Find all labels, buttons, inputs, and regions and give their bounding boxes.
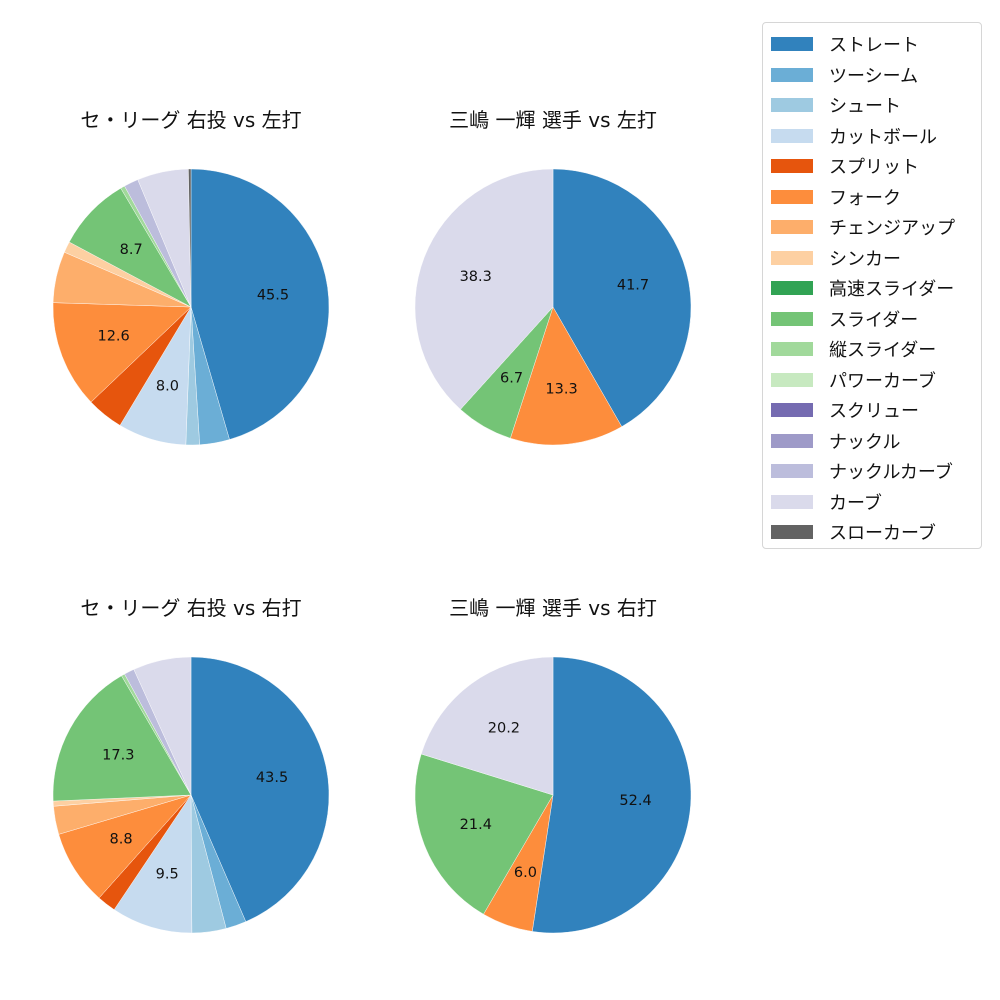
pie-slice-label: 8.0 xyxy=(156,378,179,394)
legend-label: スプリット xyxy=(829,157,919,178)
pie-slice xyxy=(414,168,554,410)
legend-item: スプリット xyxy=(771,155,919,178)
pie-slice xyxy=(420,656,554,796)
pie-slice-label: 21.4 xyxy=(460,817,492,833)
legend-label: シンカー xyxy=(829,248,901,270)
legend: ストレートツーシームシュートカットボール スプリットフォークチェンジアップ シンカー… xyxy=(762,22,982,549)
legend-label: パワーカーブ xyxy=(829,370,936,392)
pie-slice-label: 45.5 xyxy=(257,287,289,303)
pie-slice-label: 41.7 xyxy=(617,278,649,294)
pie-slice xyxy=(532,656,692,934)
pie-slice xyxy=(133,656,192,796)
legend-label: チェンジアップ xyxy=(829,218,955,239)
legend-swatch xyxy=(771,494,813,509)
legend-swatch xyxy=(771,159,813,173)
legend-label: ナックル xyxy=(829,431,901,453)
legend-swatch xyxy=(771,433,813,448)
legend-item: 縦スライダー xyxy=(771,338,937,361)
legend-label: シュート xyxy=(829,96,901,117)
pie-slice xyxy=(113,794,193,934)
pie-slice-label: 52.4 xyxy=(619,793,651,809)
legend-swatch xyxy=(771,342,813,356)
legend-item: ナックルカーブ xyxy=(771,460,953,483)
legend-label: 高速スライダー xyxy=(829,279,955,300)
pie-slice xyxy=(510,306,623,446)
legend-swatch xyxy=(771,189,813,204)
pie-slice-label: 9.5 xyxy=(156,866,179,882)
chart-title-player-vs-left: 三嶋 一輝 選手 vs 左打 xyxy=(449,108,657,132)
pie-slice-label: 6.0 xyxy=(514,865,537,881)
pie-player-vs-left: 41.7 13.3 6.7 38.3 xyxy=(414,168,692,446)
legend-swatch xyxy=(771,464,813,478)
pie-slice xyxy=(190,656,330,922)
legend-item: 高速スライダー xyxy=(771,277,955,300)
legend-label: ツーシーム xyxy=(829,65,919,87)
legend-item: フォーク xyxy=(771,186,901,209)
legend-label: フォーク xyxy=(829,187,901,209)
legend-label: カットボール xyxy=(829,126,937,148)
legend-label: スクリュー xyxy=(829,401,919,422)
legend-item: ツーシーム xyxy=(771,64,919,87)
legend-swatch xyxy=(771,98,813,112)
legend-item: カーブ xyxy=(771,491,882,514)
legend-swatch xyxy=(771,128,813,143)
pie-league-vs-left: 45.5 8.0 12.6 8.7 xyxy=(52,168,330,446)
legend-swatch xyxy=(771,37,813,51)
legend-item: ストレート xyxy=(771,33,919,56)
legend-swatch xyxy=(771,281,813,295)
pie-slice xyxy=(52,302,192,403)
legend-item: シュート xyxy=(771,94,901,117)
legend-swatch xyxy=(771,67,813,82)
pie-slice-label: 20.2 xyxy=(488,720,520,736)
pie-slice-label: 13.3 xyxy=(545,381,577,397)
legend-swatch xyxy=(771,525,813,539)
pie-league-vs-right: 43.5 9.5 8.8 17.3 xyxy=(52,656,330,934)
legend-item: カットボール xyxy=(771,125,937,148)
chart-title-league-vs-left: セ・リーグ 右投 vs 左打 xyxy=(80,108,302,132)
legend-swatch xyxy=(771,372,813,387)
pie-slice xyxy=(188,168,192,308)
legend-label: ストレート xyxy=(829,35,919,56)
pie-slice-label: 38.3 xyxy=(460,269,492,285)
pie-slice xyxy=(414,753,554,915)
pie-slice-label: 12.6 xyxy=(97,329,129,345)
pie-slice xyxy=(552,168,692,427)
legend-item: スクリュー xyxy=(771,399,919,422)
legend-item: チェンジアップ xyxy=(771,216,955,239)
legend-item: スライダー xyxy=(771,308,919,331)
pie-player-vs-right: 52.4 6.0 21.4 20.2 xyxy=(414,656,692,934)
legend-label: スライダー xyxy=(829,309,919,331)
pie-slice-label: 6.7 xyxy=(500,371,523,387)
chart-title-player-vs-right: 三嶋 一輝 選手 vs 右打 xyxy=(449,596,657,620)
pie-slice-label: 8.7 xyxy=(120,242,143,258)
legend-item: ナックル xyxy=(771,430,901,453)
legend-label: カーブ xyxy=(829,492,882,514)
pie-slice-label: 17.3 xyxy=(102,747,134,763)
pie-slice-label: 43.5 xyxy=(256,770,288,786)
legend-item: スローカーブ xyxy=(771,521,936,544)
legend-swatch xyxy=(771,311,813,326)
legend-item: パワーカーブ xyxy=(771,369,936,392)
legend-swatch xyxy=(771,403,813,417)
chart-title-league-vs-right: セ・リーグ 右投 vs 右打 xyxy=(80,596,302,620)
legend-label: 縦スライダー xyxy=(829,340,937,361)
legend-label: ナックルカーブ xyxy=(829,462,953,483)
legend-item: シンカー xyxy=(771,247,901,270)
pie-slice-label: 8.8 xyxy=(110,831,133,847)
legend-label: スローカーブ xyxy=(829,523,936,544)
legend-swatch xyxy=(771,250,813,265)
legend-swatch xyxy=(771,220,813,234)
pie-slice xyxy=(52,675,192,802)
pie-slice xyxy=(190,168,330,440)
